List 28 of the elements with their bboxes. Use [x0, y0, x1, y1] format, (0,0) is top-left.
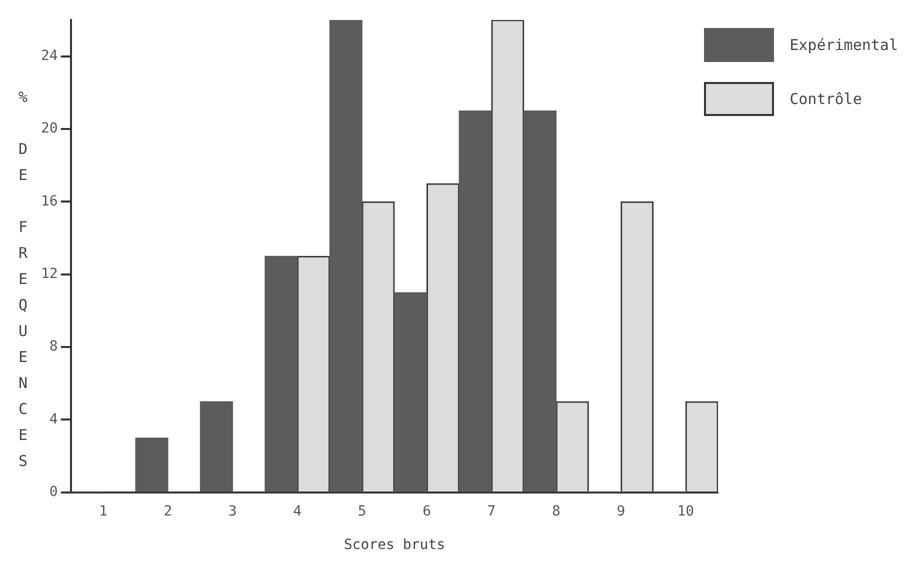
x-tick-label: 9	[616, 503, 626, 520]
bar	[200, 401, 233, 492]
bar	[394, 292, 428, 492]
y-tick-label: 0	[49, 484, 58, 500]
x-tick-label: 8	[552, 503, 560, 520]
x-tick-label: 1	[98, 503, 108, 520]
y-axis-title: % DE FREQUENCES	[13, 88, 33, 478]
x-tick-label: 5	[358, 503, 366, 520]
x-tick-label: 6	[422, 503, 432, 520]
y-tick-label: 16	[41, 193, 58, 210]
x-tick-label: 3	[228, 503, 237, 520]
legend-label: Expérimental	[790, 36, 898, 54]
x-tick-label: 10	[677, 503, 694, 520]
x-tick-label: 4	[293, 503, 302, 520]
y-tick-label: 4	[49, 411, 58, 428]
bar	[458, 110, 492, 492]
y-tick-label: 24	[41, 48, 58, 64]
legend-label: Contrôle	[790, 90, 862, 108]
x-tick-label: 2	[164, 503, 172, 520]
y-tick-label: 12	[41, 266, 58, 282]
x-axis-title: Scores bruts	[344, 537, 446, 554]
bar	[135, 438, 168, 492]
bar	[264, 256, 298, 492]
y-tick-label: 8	[49, 338, 58, 355]
bar	[329, 20, 362, 492]
bar	[524, 110, 557, 492]
x-tick-label: 7	[487, 503, 496, 520]
y-tick-label: 20	[41, 120, 58, 137]
